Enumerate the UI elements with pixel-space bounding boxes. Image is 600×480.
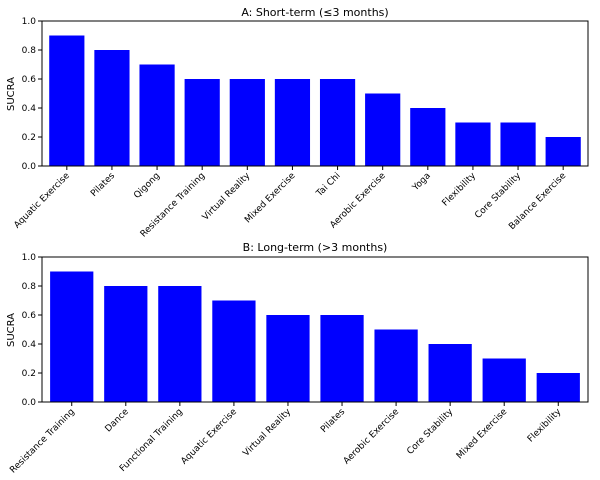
x-tick-label: Flexibility bbox=[441, 171, 479, 209]
y-tick-label: 0.4 bbox=[22, 340, 37, 350]
chart-title: B: Long-term (>3 months) bbox=[243, 241, 388, 254]
bar bbox=[428, 344, 472, 402]
bar bbox=[139, 64, 175, 166]
x-tick-label: Aquatic Exercise bbox=[179, 407, 239, 467]
x-tick-label: Tai Chi bbox=[314, 171, 343, 200]
chart-panel-b: B: Long-term (>3 months) SUCRA 0.0 0.2 0.4… bbox=[6, 241, 589, 476]
y-ticks: 0.0 0.2 0.4 0.6 0.8 1.0 bbox=[22, 253, 42, 408]
bar bbox=[104, 286, 148, 402]
bar bbox=[184, 79, 220, 166]
y-tick-label: 0.0 bbox=[22, 398, 37, 408]
bar bbox=[94, 50, 130, 166]
bar bbox=[410, 108, 446, 166]
y-axis-label: SUCRA bbox=[6, 313, 17, 347]
x-tick-label: Mixed Exercise bbox=[455, 407, 510, 462]
bar bbox=[274, 79, 311, 166]
bar-group bbox=[49, 35, 581, 166]
chart-panel-a: A: Short-term (≤3 months) SUCRA 0.00.20.… bbox=[6, 6, 589, 240]
bar bbox=[320, 315, 364, 402]
x-tick-label: Flexibility bbox=[526, 407, 564, 445]
bar bbox=[229, 79, 265, 166]
y-tick-label: 1.0 bbox=[22, 17, 37, 27]
y-tick-label: 0.6 bbox=[22, 75, 37, 85]
x-tick-label: Virtual Reality bbox=[241, 407, 293, 459]
chart-title: A: Short-term (≤3 months) bbox=[241, 6, 388, 19]
bar-group bbox=[50, 271, 580, 402]
y-tick-label: 0.2 bbox=[22, 133, 36, 143]
y-tick-label: 0.8 bbox=[22, 46, 37, 56]
x-tick-label: Pilates bbox=[89, 171, 117, 199]
bar bbox=[158, 286, 202, 402]
bar bbox=[365, 93, 401, 166]
bar bbox=[545, 137, 581, 166]
bar bbox=[374, 329, 418, 402]
x-tick-label: Dance bbox=[104, 407, 132, 435]
x-tick-label: Core Stability bbox=[405, 407, 455, 457]
y-tick-label: 0.6 bbox=[22, 311, 37, 321]
bar bbox=[319, 79, 356, 166]
x-tick-label: Qigong bbox=[132, 171, 162, 201]
x-tick-label: Functional Training bbox=[118, 407, 185, 474]
x-tick-label: Pilates bbox=[319, 407, 347, 435]
bar bbox=[500, 122, 536, 166]
bar bbox=[50, 271, 94, 402]
bar bbox=[49, 35, 85, 166]
x-tick-label: Aquatic Exercise bbox=[12, 171, 72, 231]
y-tick-label: 0.8 bbox=[22, 282, 37, 292]
x-tick-label: Aerobic Exercise bbox=[342, 407, 402, 467]
y-tick-label: 0.4 bbox=[22, 104, 37, 114]
x-ticks: Aquatic Exercise Pilates QigongResistance … bbox=[12, 166, 569, 240]
y-tick-label: 0.2 bbox=[22, 369, 36, 379]
y-tick-label: 1.0 bbox=[22, 253, 37, 263]
x-tick-label: Yoga bbox=[410, 171, 433, 194]
y-ticks: 0.0 0.2 0.4 0.6 0.8 1.0 bbox=[22, 17, 42, 172]
y-axis-label: SUCRA bbox=[6, 77, 17, 111]
bar bbox=[455, 122, 491, 166]
x-tick-label: Virtual Reality bbox=[201, 171, 253, 223]
plot-frame bbox=[41, 20, 589, 167]
x-tick-label: Core Stability bbox=[473, 171, 523, 221]
plot-frame bbox=[41, 256, 589, 403]
bar bbox=[212, 300, 256, 402]
x-tick-label: Resistance Training bbox=[8, 407, 77, 476]
bar bbox=[266, 315, 310, 402]
bar bbox=[536, 373, 580, 402]
bar bbox=[482, 358, 526, 402]
y-tick-label: 0.0 bbox=[22, 162, 37, 172]
